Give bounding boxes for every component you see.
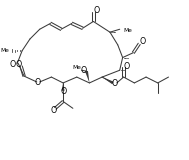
Text: Me: Me [72,65,81,70]
Text: O: O [123,62,130,71]
Text: O: O [9,60,15,69]
Text: O: O [35,78,41,87]
Text: O: O [15,60,21,69]
Text: O: O [112,79,118,88]
Polygon shape [102,77,114,84]
Text: O: O [61,87,67,96]
Polygon shape [62,83,65,91]
Text: Me: Me [1,48,9,53]
Polygon shape [85,71,89,83]
Text: O: O [93,6,99,15]
Text: Me: Me [124,28,132,33]
Text: O: O [50,106,57,115]
Text: O: O [81,66,87,75]
Text: O: O [139,37,145,46]
